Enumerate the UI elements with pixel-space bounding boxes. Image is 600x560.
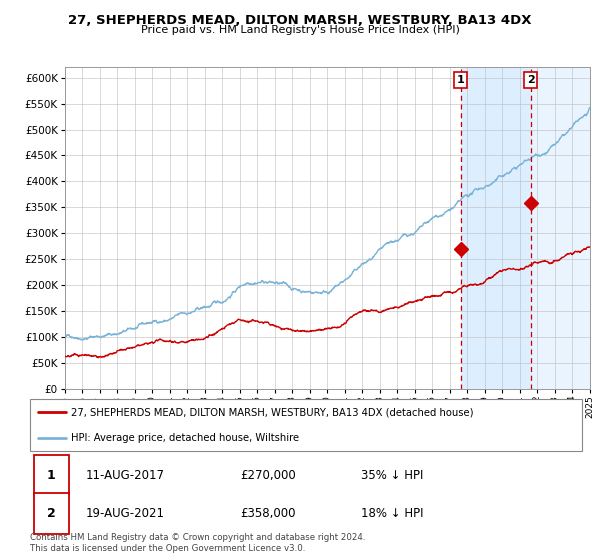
Text: 27, SHEPHERDS MEAD, DILTON MARSH, WESTBURY, BA13 4DX (detached house): 27, SHEPHERDS MEAD, DILTON MARSH, WESTBU… xyxy=(71,407,474,417)
Text: 35% ↓ HPI: 35% ↓ HPI xyxy=(361,469,424,482)
Text: Price paid vs. HM Land Registry's House Price Index (HPI): Price paid vs. HM Land Registry's House … xyxy=(140,25,460,35)
Text: Contains HM Land Registry data © Crown copyright and database right 2024.
This d: Contains HM Land Registry data © Crown c… xyxy=(30,533,365,553)
Text: 2: 2 xyxy=(47,507,55,520)
Text: 19-AUG-2021: 19-AUG-2021 xyxy=(85,507,164,520)
Text: 1: 1 xyxy=(457,75,464,85)
Text: 11-AUG-2017: 11-AUG-2017 xyxy=(85,469,164,482)
Bar xyxy=(461,67,530,389)
Text: £358,000: £358,000 xyxy=(240,507,295,520)
Text: 1: 1 xyxy=(47,469,55,482)
Text: 27, SHEPHERDS MEAD, DILTON MARSH, WESTBURY, BA13 4DX: 27, SHEPHERDS MEAD, DILTON MARSH, WESTBU… xyxy=(68,14,532,27)
Text: £270,000: £270,000 xyxy=(240,469,296,482)
FancyBboxPatch shape xyxy=(34,493,69,534)
FancyBboxPatch shape xyxy=(30,399,582,451)
Text: 2: 2 xyxy=(527,75,535,85)
FancyBboxPatch shape xyxy=(34,455,69,496)
Text: 18% ↓ HPI: 18% ↓ HPI xyxy=(361,507,424,520)
Text: HPI: Average price, detached house, Wiltshire: HPI: Average price, detached house, Wilt… xyxy=(71,433,299,443)
Bar xyxy=(530,67,599,389)
